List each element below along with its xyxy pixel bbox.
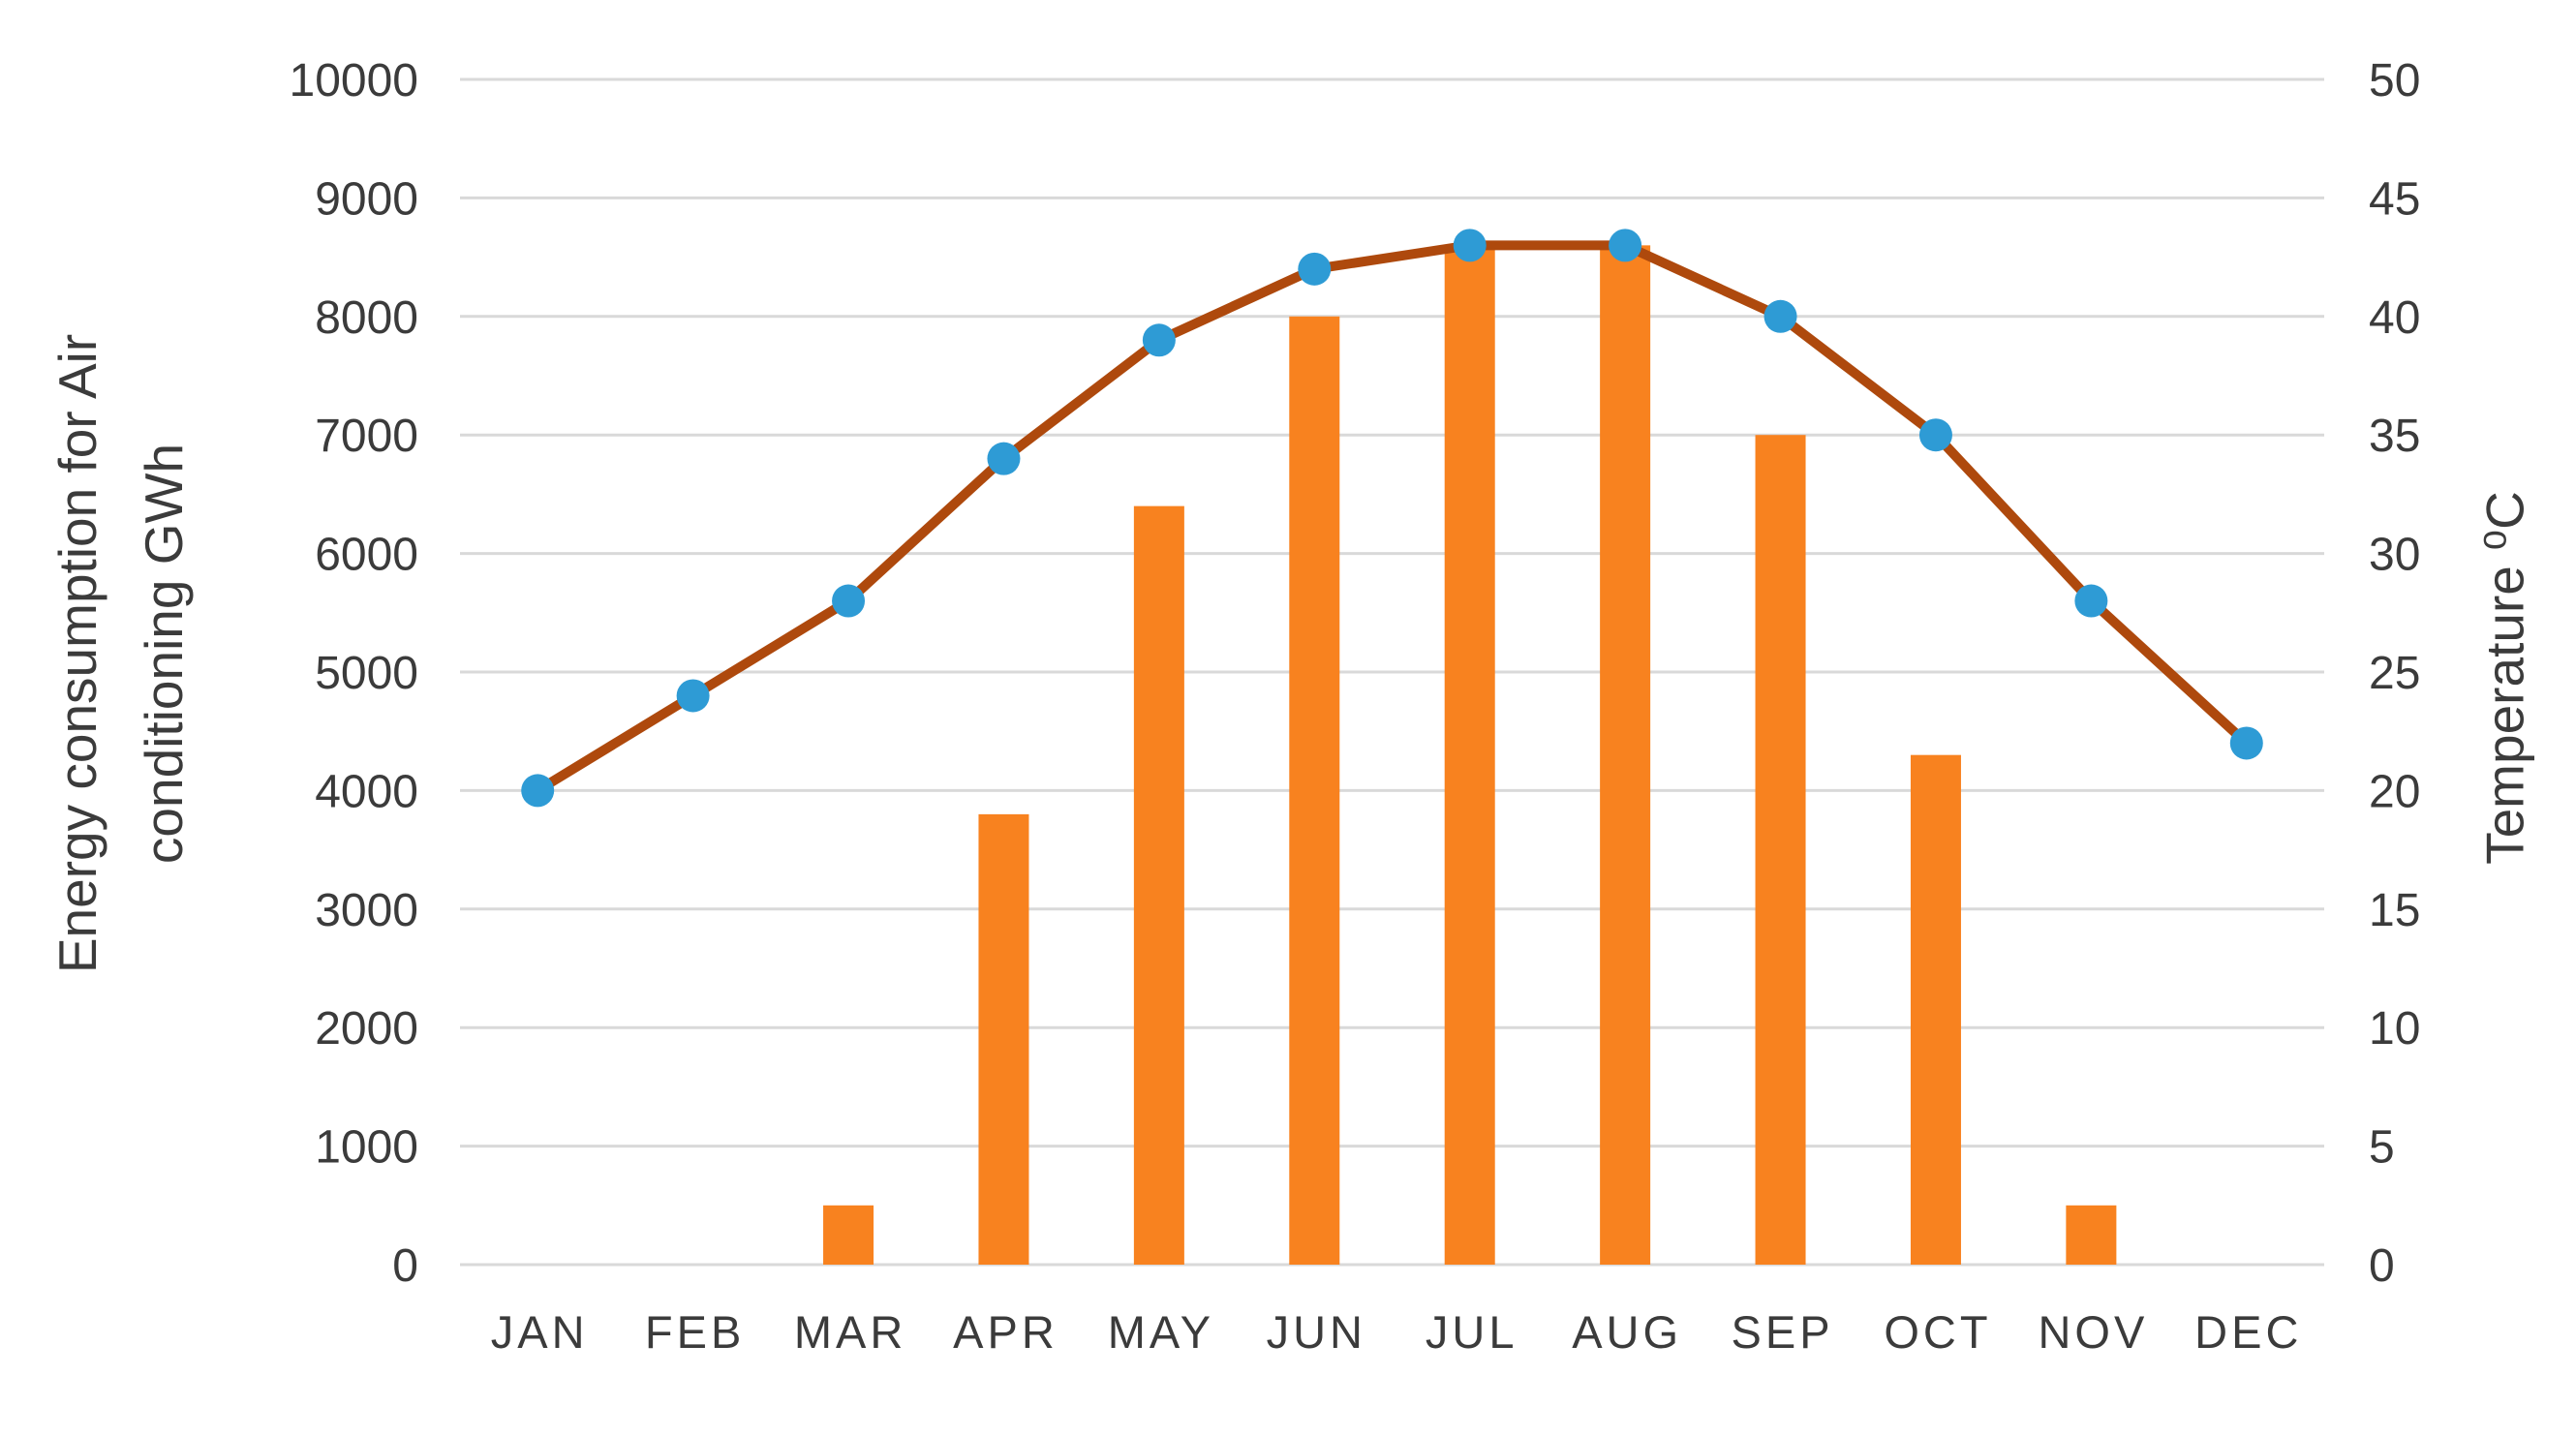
- bar-AUG: [1600, 245, 1651, 1266]
- temp-marker-FEB: [676, 679, 710, 713]
- month-label-AUG: AUG: [1572, 1306, 1682, 1358]
- temp-marker-JUL: [1453, 229, 1487, 262]
- temp-marker-DEC: [2229, 726, 2263, 760]
- temp-marker-SEP: [1763, 299, 1797, 333]
- right-tick-label-20: 20: [2369, 766, 2420, 817]
- month-label-APR: APR: [953, 1306, 1058, 1358]
- left-tick-label-4000: 4000: [315, 766, 418, 817]
- bar-SEP: [1755, 435, 1806, 1265]
- month-label-JAN: JAN: [491, 1306, 589, 1358]
- temp-marker-JAN: [521, 774, 555, 808]
- month-label-SEP: SEP: [1732, 1306, 1834, 1358]
- bar-APR: [978, 813, 1029, 1265]
- temperature-line: [533, 240, 2252, 796]
- left-tick-label-5000: 5000: [315, 648, 418, 699]
- month-label-OCT: OCT: [1884, 1306, 1991, 1358]
- bar-MAY: [1133, 505, 1184, 1265]
- temp-marker-NOV: [2074, 584, 2108, 618]
- temp-marker-MAY: [1142, 323, 1176, 357]
- month-label-DEC: DEC: [2194, 1306, 2302, 1358]
- right-tick-label-40: 40: [2369, 292, 2420, 344]
- month-label-MAR: MAR: [794, 1306, 906, 1358]
- left-tick-label-0: 0: [392, 1240, 418, 1292]
- left-tick-label-9000: 9000: [315, 173, 418, 225]
- left-tick-label-3000: 3000: [315, 885, 418, 936]
- right-tick-label-15: 15: [2369, 885, 2420, 936]
- month-label-JUL: JUL: [1426, 1306, 1518, 1358]
- temp-marker-AUG: [1609, 229, 1642, 262]
- right-tick-label-35: 35: [2369, 411, 2420, 462]
- month-label-MAY: MAY: [1108, 1306, 1214, 1358]
- temp-marker-OCT: [1918, 418, 1952, 452]
- left-tick-label-6000: 6000: [315, 530, 418, 581]
- left-tick-label-7000: 7000: [315, 411, 418, 462]
- right-tick-label-30: 30: [2369, 530, 2420, 581]
- right-tick-label-0: 0: [2369, 1240, 2395, 1292]
- temp-marker-MAR: [832, 584, 866, 618]
- month-label-NOV: NOV: [2038, 1306, 2148, 1358]
- bar-JUL: [1444, 245, 1495, 1266]
- right-tick-label-45: 45: [2369, 173, 2420, 225]
- bar-OCT: [1910, 754, 1961, 1265]
- left-tick-label-2000: 2000: [315, 1003, 418, 1055]
- right-tick-label-50: 50: [2369, 55, 2420, 107]
- bar-MAR: [823, 1205, 874, 1265]
- month-label-FEB: FEB: [645, 1306, 745, 1358]
- left-tick-label-10000: 10000: [290, 55, 418, 107]
- month-label-JUN: JUN: [1267, 1306, 1366, 1358]
- temp-marker-JUN: [1298, 252, 1332, 286]
- temp-marker-APR: [987, 442, 1021, 475]
- bar-NOV: [2066, 1205, 2117, 1265]
- left-tick-label-1000: 1000: [315, 1122, 418, 1174]
- bar-JUN: [1289, 316, 1340, 1265]
- right-tick-label-5: 5: [2369, 1122, 2395, 1174]
- left-tick-label-8000: 8000: [315, 292, 418, 344]
- right-tick-label-10: 10: [2369, 1003, 2420, 1055]
- right-tick-label-25: 25: [2369, 648, 2420, 699]
